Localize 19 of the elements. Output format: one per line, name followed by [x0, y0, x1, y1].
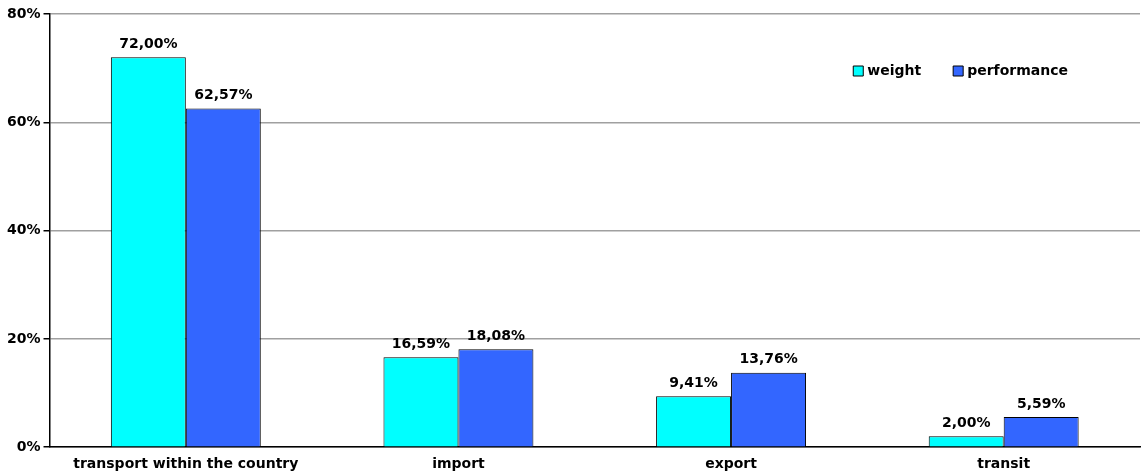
data-label: 5,59%	[1016, 394, 1066, 411]
data-label: 18,08%	[466, 326, 526, 343]
y-tick-label: 20%	[6, 329, 41, 346]
data-label: 62,57%	[194, 86, 253, 103]
x-tick-label: transit	[977, 455, 1031, 472]
y-tick-label: 40%	[6, 221, 41, 238]
data-label: 9,41%	[669, 373, 718, 390]
x-tick-label: import	[432, 455, 486, 472]
legend-label: performance	[967, 61, 1069, 78]
legend-label: weight	[867, 61, 922, 78]
data-label: 16,59%	[391, 335, 451, 352]
y-tick-label: 0%	[16, 437, 41, 454]
y-tick-label: 80%	[6, 4, 41, 21]
y-tick-label: 60%	[6, 112, 41, 129]
data-label: 72,00%	[119, 34, 178, 51]
data-label: 13,76%	[739, 350, 798, 367]
x-tick-label: export	[705, 455, 758, 472]
data-label: 2,00%	[941, 414, 991, 431]
x-tick-label: transport within the country	[73, 455, 299, 472]
